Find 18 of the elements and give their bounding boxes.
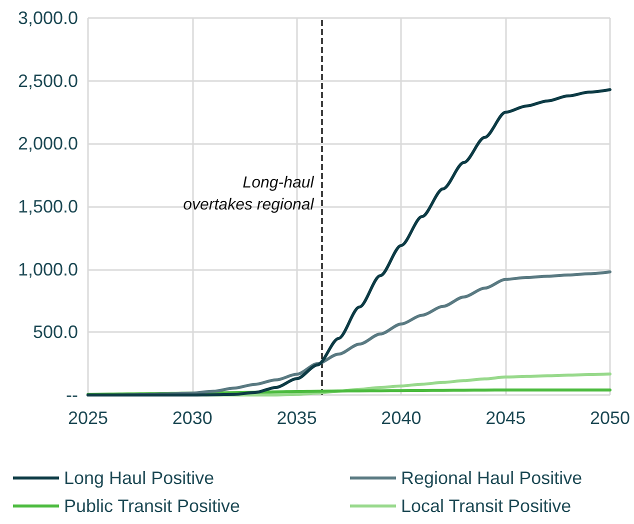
x-tick-label: 2040 [381,408,422,428]
ref-line-label: Long-haul overtakes regional [183,174,314,214]
y-tick-label: 3,000.0 [18,8,78,28]
x-tick-label: 2030 [172,408,212,428]
x-tick-label: 2045 [486,408,526,428]
y-tick-label: 500.0 [32,322,78,342]
x-tick-label: 2025 [68,408,108,428]
y-tick-label: -- [66,385,78,405]
legend-label: Public Transit Positive [64,496,240,516]
y-tick-label: 2,500.0 [18,70,78,91]
legend-label: Long Haul Positive [64,468,214,488]
x-tick-label: 2050 [590,408,630,428]
y-tick-label: 1,500.0 [18,196,78,216]
x-tick-label: 2035 [276,408,317,428]
legend-label: Local Transit Positive [401,496,572,516]
legend-label: Regional Haul Positive [401,468,582,488]
y-tick-label: 2,000.0 [18,134,78,154]
y-tick-label: 1,000.0 [18,259,78,280]
